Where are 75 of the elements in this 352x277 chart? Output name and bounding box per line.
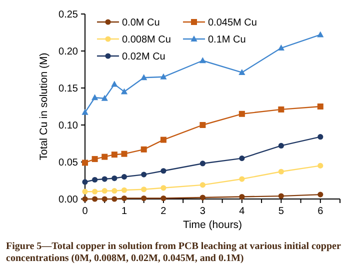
point — [141, 172, 147, 178]
point — [112, 188, 118, 194]
x-tick-label: 3 — [200, 206, 206, 217]
point — [200, 160, 206, 166]
x-tick-label: 2 — [160, 206, 167, 217]
point — [101, 94, 108, 101]
point — [318, 134, 324, 140]
point — [102, 196, 108, 202]
point — [121, 150, 128, 157]
x-tick-label: 5 — [278, 206, 284, 217]
point — [102, 154, 108, 160]
point — [160, 195, 166, 202]
point — [317, 104, 324, 110]
y-tick-label: 0.15 — [58, 84, 78, 94]
point — [238, 68, 246, 75]
point — [82, 108, 88, 115]
point — [92, 156, 98, 162]
point — [102, 188, 108, 194]
caption: Figure 5—Total copper in solution from PCB leaching at various initial copper concentrations (0M, 0.008M, 0.02M, 0.045M, and 0.1M) — [6, 241, 342, 264]
point — [239, 156, 245, 162]
point — [278, 44, 284, 51]
point — [111, 152, 118, 158]
point — [140, 146, 147, 152]
point — [239, 194, 245, 200]
point — [140, 74, 148, 80]
point — [82, 179, 88, 185]
point — [160, 73, 167, 80]
point — [121, 187, 128, 193]
point — [141, 186, 147, 192]
point — [200, 182, 206, 188]
point — [92, 196, 98, 202]
x-axis-title: Time (hours) — [182, 219, 242, 231]
point — [92, 188, 98, 194]
point — [317, 31, 324, 38]
point — [160, 168, 166, 174]
point — [102, 176, 108, 182]
x-tick-label: 6 — [318, 206, 324, 217]
legend-label: 0.02M Cu — [122, 52, 166, 62]
point — [82, 188, 88, 194]
legend-label: 0.045M Cu — [208, 18, 257, 28]
legend-label: 0.008M Cu — [122, 34, 171, 46]
y-tick-label: 0.20 — [58, 46, 78, 58]
point — [92, 176, 98, 183]
point — [200, 122, 206, 128]
point — [111, 80, 118, 87]
point — [318, 192, 324, 198]
point — [92, 94, 98, 100]
point — [278, 193, 284, 199]
y-axis-title: Total Cu in solution (M) — [38, 52, 50, 160]
point — [160, 136, 166, 143]
point — [160, 185, 166, 191]
x-tick-label: 4 — [239, 206, 246, 217]
point — [141, 195, 147, 202]
point — [112, 175, 118, 182]
y-tick-label: 0.10 — [58, 120, 78, 132]
y-tick-label: 0.00 — [58, 194, 78, 206]
point — [121, 174, 128, 180]
point — [112, 196, 118, 202]
x-tick-label: 0 — [82, 206, 88, 217]
point — [239, 176, 245, 182]
point — [238, 110, 245, 117]
point — [318, 162, 324, 168]
point — [120, 88, 128, 94]
point — [278, 168, 284, 174]
legend-label: 0.0M Cu — [122, 18, 160, 28]
point — [278, 106, 284, 112]
x-tick-label: 1 — [121, 206, 128, 217]
y-tick-label: 0.25 — [58, 10, 78, 20]
point — [200, 194, 206, 200]
point — [82, 160, 88, 166]
point — [278, 142, 284, 149]
legend-label: 0.1M Cu — [208, 34, 246, 46]
point — [121, 195, 128, 202]
y-tick-label: 0.05 — [58, 158, 78, 168]
point — [199, 57, 206, 64]
